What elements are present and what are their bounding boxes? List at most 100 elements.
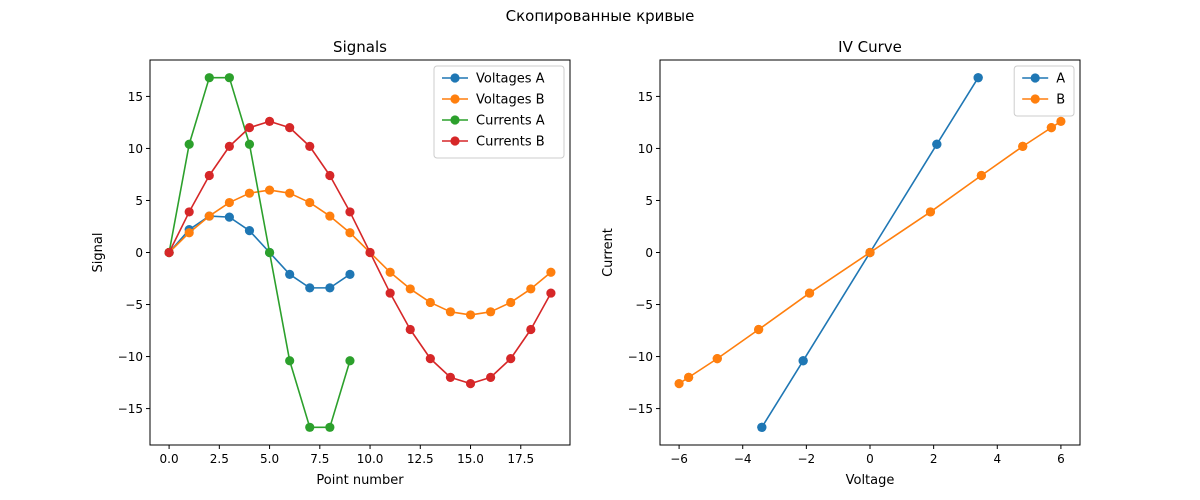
data-point (445, 372, 456, 382)
x-tick-label: −6 (670, 452, 688, 466)
x-tick-label: 10.0 (357, 452, 384, 466)
data-point (224, 73, 234, 83)
data-point (932, 139, 942, 149)
data-point (754, 324, 764, 335)
data-point (305, 197, 315, 208)
data-point (305, 141, 315, 151)
y-tick-label: −15 (118, 402, 143, 416)
data-point (684, 372, 694, 382)
data-point (1056, 116, 1066, 126)
data-point (385, 288, 395, 298)
data-point (244, 139, 255, 149)
data-point (164, 247, 174, 258)
data-point (486, 307, 496, 317)
data-point (798, 356, 808, 366)
data-point (264, 185, 275, 195)
data-point (325, 283, 335, 293)
data-point (405, 324, 415, 335)
y-tick-label: −10 (628, 350, 653, 364)
x-tick-label: 2.5 (210, 452, 229, 466)
data-point (204, 211, 214, 221)
series-line (168, 76, 351, 429)
legend-label: Currents B (476, 135, 545, 150)
data-point (264, 247, 275, 258)
data-point (305, 283, 315, 293)
data-point (712, 354, 722, 364)
y-tick-label: 5 (135, 194, 143, 208)
y-tick-label: 0 (645, 246, 653, 260)
data-point (973, 73, 983, 83)
legend-marker (450, 136, 460, 146)
data-point (385, 267, 395, 277)
data-point (757, 422, 767, 432)
data-point (244, 123, 255, 133)
plot-area (674, 73, 1066, 432)
data-point (285, 356, 295, 366)
y-axis-label: Signal (91, 233, 106, 273)
data-point (325, 170, 335, 181)
data-point (526, 324, 536, 335)
data-point (506, 297, 516, 308)
series-line (168, 215, 351, 289)
data-point (526, 284, 536, 294)
y-tick-label: 0 (135, 246, 143, 260)
legend-label: Voltages B (476, 93, 545, 108)
x-tick-label: 0 (866, 452, 874, 466)
legend-label: A (1056, 72, 1065, 87)
legend-label: Voltages A (476, 72, 545, 87)
y-tick-label: 15 (128, 90, 143, 104)
data-point (465, 379, 476, 389)
y-tick-label: −5 (635, 298, 653, 312)
data-point (546, 267, 556, 277)
legend: AB (1013, 65, 1075, 117)
data-point (546, 288, 556, 298)
series-line (168, 120, 552, 385)
x-tick-label: 5.0 (260, 452, 279, 466)
x-axis-label: Voltage (846, 473, 895, 488)
x-tick-label: −4 (734, 452, 752, 466)
data-point (264, 116, 275, 126)
legend: Voltages A Voltages B Currents A Currents B (433, 65, 565, 159)
data-point (804, 288, 815, 298)
chart-title: Signals (333, 38, 387, 56)
data-point (305, 422, 315, 432)
y-tick-label: 15 (638, 90, 653, 104)
chart-title: IV Curve (838, 38, 902, 56)
data-point (224, 197, 234, 208)
figure-suptitle: Скопированные кривые (505, 7, 695, 25)
data-point (285, 188, 295, 198)
axes-frame (149, 59, 571, 446)
x-tick-label: 4 (993, 452, 1001, 466)
legend-marker (450, 94, 460, 104)
data-point (486, 372, 496, 382)
legend-box (433, 65, 565, 159)
legend-label: Currents A (476, 114, 545, 129)
x-tick-label: 0.0 (160, 452, 179, 466)
y-axis-label: Current (601, 228, 616, 277)
y-tick-label: 5 (645, 194, 653, 208)
chart-1: IV Curve −6 −4 −2 0 2 4 6 −15 −10 −5 0 5 10 15 Voltage C… (601, 38, 1081, 488)
x-tick-label: 7.5 (310, 452, 329, 466)
x-tick-label: 12.5 (407, 452, 434, 466)
data-point (224, 141, 234, 151)
data-point (184, 207, 194, 217)
data-point (345, 207, 355, 217)
legend-marker (1030, 73, 1040, 83)
data-point (244, 226, 255, 236)
chart-0: Signals 0.0 2.5 5.0 7.5 10.0 12.5 15.0 17.5 −15 −1… (91, 38, 571, 488)
data-point (204, 170, 214, 181)
x-axis-label: Point number (316, 473, 404, 488)
data-point (465, 310, 476, 320)
data-point (224, 212, 234, 222)
data-point (445, 307, 456, 317)
data-point (425, 354, 435, 364)
y-tick-label: 10 (638, 142, 653, 156)
data-point (925, 207, 936, 217)
plot-area (164, 73, 556, 432)
y-tick-label: −15 (628, 402, 653, 416)
y-tick-label: 10 (128, 142, 143, 156)
x-tick-label: 6 (1057, 452, 1065, 466)
legend-marker (450, 115, 460, 125)
